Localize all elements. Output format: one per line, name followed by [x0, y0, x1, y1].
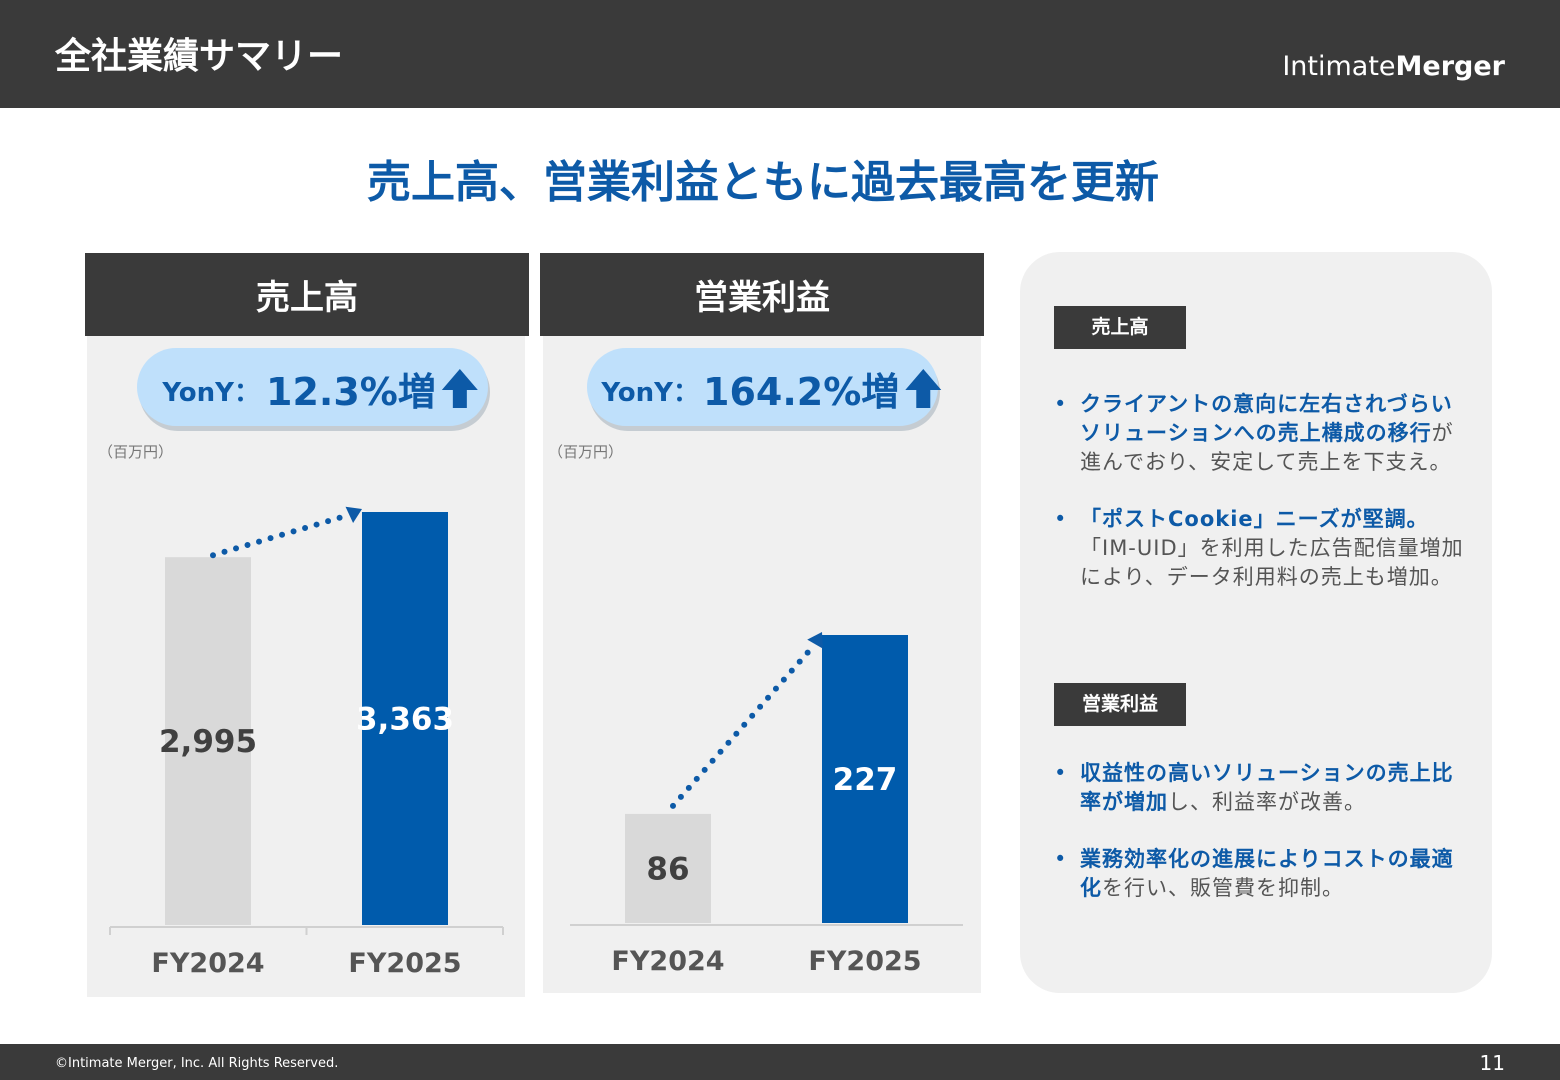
logo: IntimateMerger [1282, 51, 1505, 82]
trend-arrow [210, 511, 353, 559]
bullet-text: を行い、販管費を抑制。 [1102, 876, 1344, 900]
bar [165, 557, 251, 925]
panel-header [540, 253, 984, 336]
bullet-text: が進んでおり、安定して売上を下支え。 [1080, 421, 1454, 474]
trend-arrow [670, 641, 819, 809]
yoy-label: YonY： [161, 378, 260, 408]
yoy-label: YonY： [600, 378, 699, 408]
up-arrow-icon [905, 369, 942, 408]
panel-body [543, 335, 981, 993]
bullet-text: し、利益率が改善。 [1168, 790, 1366, 814]
x-tick-label: FY2025 [348, 948, 461, 979]
bar [822, 635, 908, 923]
data-label: 86 [646, 851, 689, 887]
bullet-bold: 業務効率化の進展によりコストの最適化 [1080, 847, 1454, 900]
trend-arrow-head [807, 632, 823, 649]
data-label: 227 [833, 762, 898, 798]
unit-label: （百万円） [98, 443, 173, 461]
logo-bold: Merger [1396, 51, 1506, 82]
logo-light: Intimate [1282, 51, 1395, 82]
section-heading: 営業利益 [1054, 683, 1186, 726]
yoy-pill [587, 348, 938, 426]
panel-body [87, 335, 525, 997]
trend-arrow-head [345, 506, 362, 524]
section-heading: 売上高 [1054, 306, 1186, 349]
bullet-list: クライアントの意向に左右されづらいソリューションへの売上構成の移行が進んでおり、… [1054, 390, 1464, 620]
bullet-bold: 「ポストCookie」ニーズが堅調。 [1080, 507, 1429, 531]
panel-header [85, 253, 529, 336]
header-bar [0, 0, 1560, 108]
up-arrow-icon [441, 369, 478, 408]
x-tick-label: FY2024 [611, 946, 724, 977]
bullet: 「ポストCookie」ニーズが堅調。「IM-UID」を利用した広告配信量増加によ… [1054, 505, 1464, 592]
bullet-list: 収益性の高いソリューションの売上比率が増加し、利益率が改善。 業務効率化の進展に… [1054, 759, 1464, 931]
footer-bar [0, 1044, 1560, 1080]
headline: 売上高、営業利益ともに過去最高を更新 [367, 157, 1159, 208]
side-panel: 売上高 クライアントの意向に左右されづらいソリューションへの売上構成の移行が進ん… [1020, 252, 1492, 993]
data-label: 2,995 [159, 724, 257, 760]
chart-title: 売上高 [256, 278, 358, 318]
yoy-pill [137, 348, 488, 426]
bullet: 収益性の高いソリューションの売上比率が増加し、利益率が改善。 [1054, 759, 1464, 817]
bullet-bold: クライアントの意向に左右されづらいソリューションへの売上構成の移行 [1080, 392, 1453, 445]
chart-title: 営業利益 [694, 278, 830, 318]
page-title: 全社業績サマリー [54, 35, 343, 77]
bar [625, 813, 711, 923]
yoy-value: 12.3%増 [266, 370, 436, 414]
copyright: ©Intimate Merger, Inc. All Rights Reserv… [55, 1056, 338, 1071]
x-tick-label: FY2025 [808, 946, 921, 977]
bar [362, 512, 448, 925]
data-label: 3,363 [356, 702, 454, 738]
yoy-value: 164.2%増 [703, 370, 899, 414]
bullet-bold: 収益性の高いソリューションの売上比率が増加 [1080, 761, 1454, 814]
bullet: クライアントの意向に左右されづらいソリューションへの売上構成の移行が進んでおり、… [1054, 390, 1464, 477]
bullet: 業務効率化の進展によりコストの最適化を行い、販管費を抑制。 [1054, 845, 1464, 903]
page-number: 11 [1480, 1051, 1505, 1075]
unit-label: （百万円） [548, 443, 623, 461]
bullet-text: 「IM-UID」を利用した広告配信量増加により、データ利用料の売上も増加。 [1080, 536, 1464, 589]
x-tick-label: FY2024 [151, 948, 264, 979]
